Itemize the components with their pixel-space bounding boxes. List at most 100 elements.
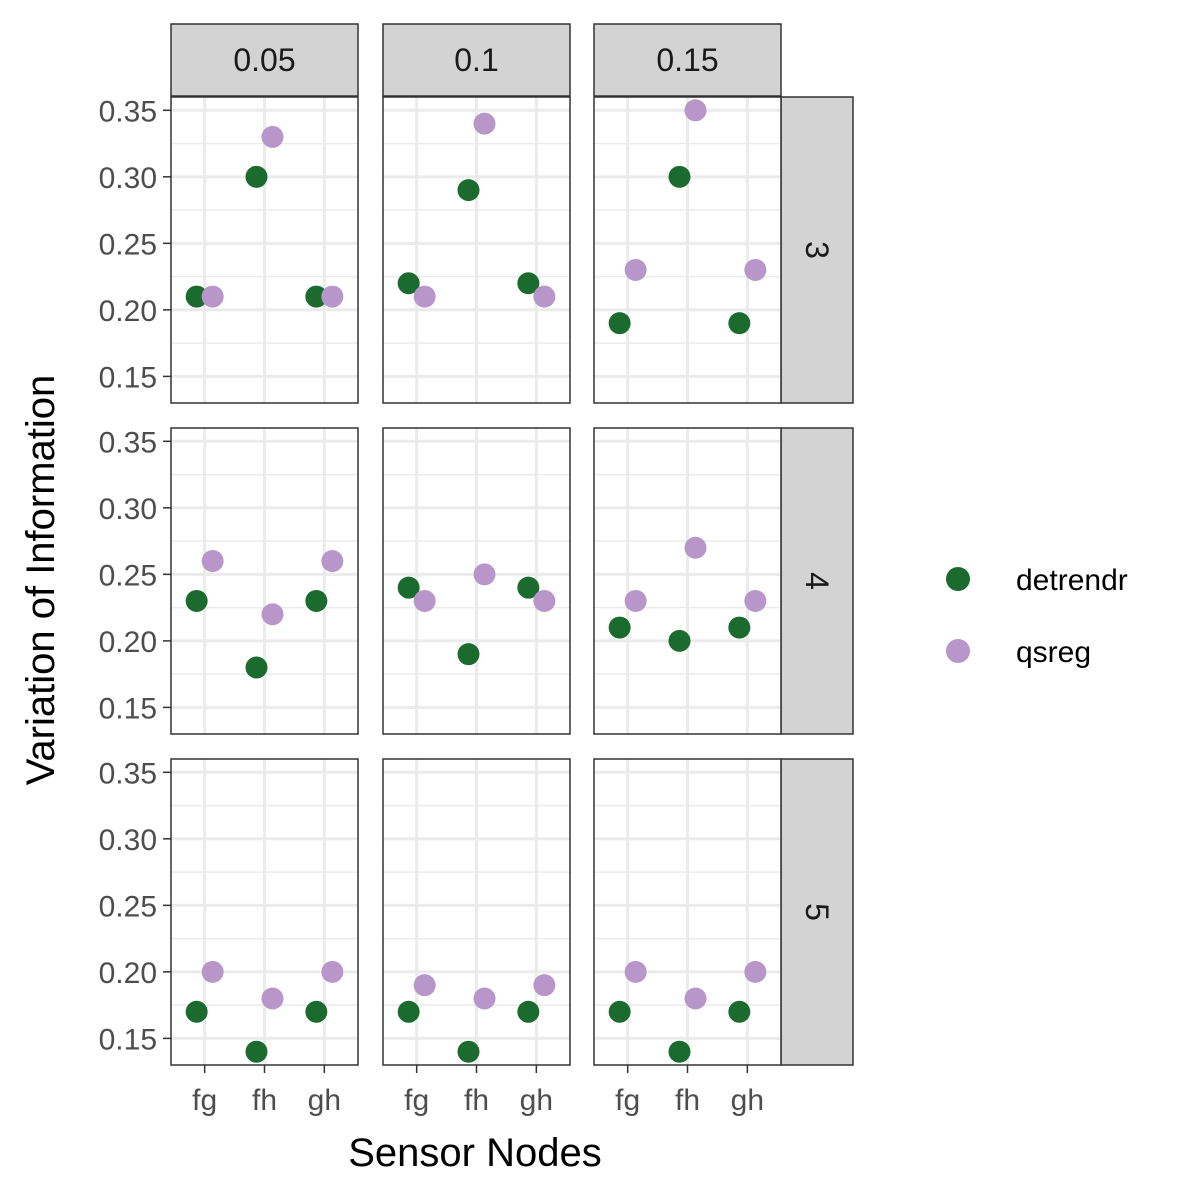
panel-border xyxy=(170,427,359,735)
panel-border xyxy=(382,96,571,404)
y-tick-label: 0.20 xyxy=(99,957,157,990)
x-tick-label: gh xyxy=(520,1084,553,1117)
col-strip-bg xyxy=(593,23,782,97)
row-strip-4: 4 xyxy=(780,427,854,735)
point-detrendr-fh xyxy=(457,643,480,666)
col-strip-label: 0.05 xyxy=(233,42,295,78)
point-detrendr-fh xyxy=(668,629,691,652)
point-detrendr-fg xyxy=(397,1000,420,1023)
legend-item-detrendr: detrendr xyxy=(946,564,1128,597)
y-tick-label: 0.15 xyxy=(99,692,157,725)
point-qsreg-fg xyxy=(624,258,647,281)
point-detrendr-fh xyxy=(668,1040,691,1063)
legend-item-qsreg: qsreg xyxy=(946,636,1091,669)
point-qsreg-fh xyxy=(684,987,707,1010)
panel-5-0.15: fg fh gh xyxy=(593,758,782,1117)
y-tick-label: 0.25 xyxy=(99,228,157,261)
point-qsreg-gh xyxy=(321,285,344,308)
point-detrendr-fh xyxy=(245,1040,268,1063)
legend-key xyxy=(946,639,970,663)
point-qsreg-gh xyxy=(744,258,767,281)
y-tick-label: 0.30 xyxy=(99,162,157,195)
point-detrendr-gh xyxy=(305,1000,328,1023)
point-detrendr-gh xyxy=(728,616,751,639)
point-qsreg-fg xyxy=(413,285,436,308)
y-tick-label: 0.35 xyxy=(99,757,157,790)
point-detrendr-fh xyxy=(668,165,691,188)
legend-label: qsreg xyxy=(1016,636,1091,669)
point-detrendr-fg xyxy=(185,1000,208,1023)
point-detrendr-gh xyxy=(728,1000,751,1023)
point-qsreg-gh xyxy=(321,550,344,573)
point-detrendr-fg xyxy=(185,285,208,308)
panel-4-0.05: 0.15 0.20 0.25 0.30 0.35 xyxy=(99,426,359,735)
point-qsreg-fh xyxy=(261,603,284,626)
point-qsreg-fh xyxy=(261,987,284,1010)
y-tick-label: 0.15 xyxy=(99,361,157,394)
point-detrendr-fg xyxy=(608,616,631,639)
point-detrendr-fg xyxy=(608,1000,631,1023)
x-tick-label: fg xyxy=(615,1084,640,1117)
y-tick-label: 0.30 xyxy=(99,493,157,526)
point-qsreg-gh xyxy=(533,285,556,308)
col-strip-0.1: 0.1 xyxy=(382,23,571,97)
legend-key xyxy=(946,567,970,591)
point-qsreg-fg xyxy=(201,960,224,983)
point-qsreg-gh xyxy=(744,589,767,612)
y-axis-title: Variation of Information xyxy=(19,375,63,786)
col-strip-bg xyxy=(382,23,571,97)
x-tick-label: gh xyxy=(308,1084,341,1117)
legend: detrendr qsreg xyxy=(946,564,1128,669)
point-qsreg-fh xyxy=(473,987,496,1010)
panel-5-0.05: 0.15 0.20 0.25 0.30 0.35 fg fh gh xyxy=(99,757,359,1117)
x-tick-label: fh xyxy=(675,1084,700,1117)
x-tick-label: fg xyxy=(404,1084,429,1117)
point-qsreg-fh xyxy=(473,112,496,135)
point-qsreg-fg xyxy=(413,589,436,612)
y-tick-label: 0.20 xyxy=(99,626,157,659)
col-strip-bg xyxy=(170,23,359,97)
panel-4-0.1 xyxy=(382,427,571,735)
point-detrendr-fg xyxy=(608,312,631,335)
panel-5-0.1: fg fh gh xyxy=(382,758,571,1117)
point-detrendr-fh xyxy=(245,656,268,679)
point-detrendr-gh xyxy=(517,1000,540,1023)
point-detrendr-fh xyxy=(457,1040,480,1063)
point-detrendr-gh xyxy=(517,272,540,295)
row-strip-bg xyxy=(780,758,854,1066)
point-qsreg-fg xyxy=(201,285,224,308)
point-detrendr-fg xyxy=(397,272,420,295)
panel-3-0.1 xyxy=(382,96,571,404)
panel-3-0.15 xyxy=(593,96,782,404)
point-detrendr-fg xyxy=(185,589,208,612)
row-strip-label: 3 xyxy=(799,241,835,259)
panels-layer: 0.05 0.1 0.153450.150.200.250.300.350.150.… xyxy=(99,23,854,1117)
row-strip-label: 4 xyxy=(799,572,835,590)
row-strip-5: 5 xyxy=(780,758,854,1066)
point-qsreg-fg xyxy=(624,960,647,983)
panel-3-0.05: 0.15 0.20 0.25 0.30 0.35 xyxy=(99,95,359,404)
point-detrendr-gh xyxy=(305,285,328,308)
x-tick-label: fh xyxy=(252,1084,277,1117)
y-tick-label: 0.25 xyxy=(99,890,157,923)
point-detrendr-gh xyxy=(517,576,540,599)
point-qsreg-fh xyxy=(261,125,284,148)
y-tick-label: 0.30 xyxy=(99,824,157,857)
row-strip-label: 5 xyxy=(799,903,835,921)
y-tick-label: 0.25 xyxy=(99,559,157,592)
point-qsreg-fh xyxy=(684,536,707,559)
col-strip-label: 0.1 xyxy=(454,42,498,78)
legend-label: detrendr xyxy=(1016,564,1128,597)
point-detrendr-fg xyxy=(397,576,420,599)
point-qsreg-gh xyxy=(533,589,556,612)
y-tick-label: 0.35 xyxy=(99,426,157,459)
y-tick-label: 0.35 xyxy=(99,95,157,128)
row-strip-bg xyxy=(780,96,854,404)
x-axis-title: Sensor Nodes xyxy=(348,1131,601,1175)
x-tick-label: fg xyxy=(192,1084,217,1117)
col-strip-0.05: 0.05 xyxy=(170,23,359,97)
panel-4-0.15 xyxy=(593,427,782,735)
point-qsreg-fg xyxy=(624,589,647,612)
x-tick-label: gh xyxy=(731,1084,764,1117)
